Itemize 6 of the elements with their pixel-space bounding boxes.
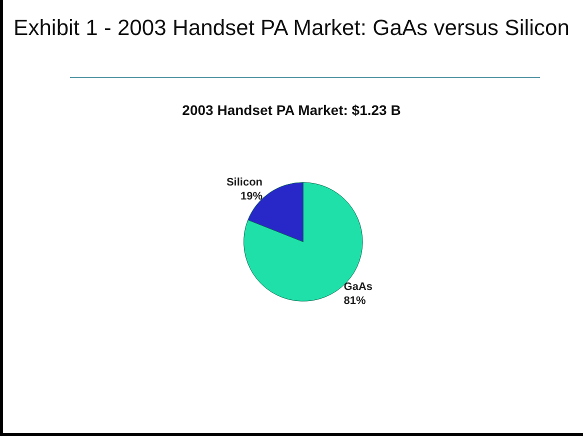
data-label: 81% (344, 295, 366, 308)
data-label: 19% (240, 190, 263, 202)
chart-subtitle: 2003 Handset PA Market: $1.23 B (182, 102, 401, 118)
chart-title: Exhibit 1 - 2003 Handset PA Market: GaAs versus Silicon (12, 14, 570, 41)
slice-label: Silicon (226, 176, 263, 188)
slice-label: GaAs (344, 281, 373, 294)
